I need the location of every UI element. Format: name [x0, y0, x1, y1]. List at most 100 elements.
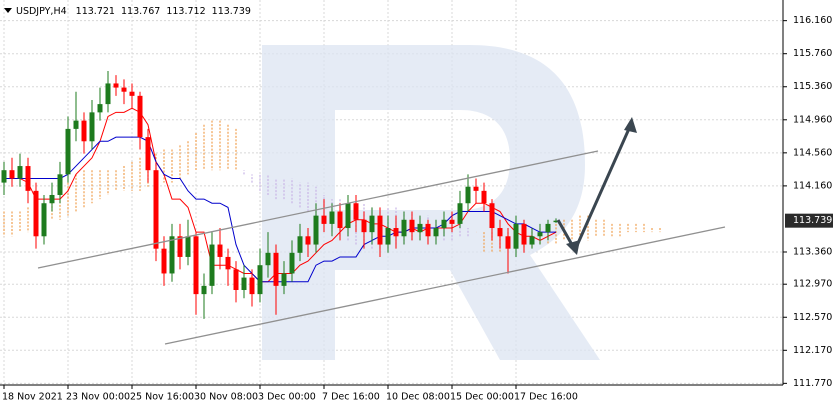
candle-body — [57, 174, 63, 195]
candle-body — [433, 228, 439, 237]
candle-body — [249, 277, 255, 295]
candle-body — [489, 203, 495, 229]
candle-body — [65, 128, 71, 175]
candle-body — [233, 269, 239, 290]
candle-body — [465, 186, 471, 204]
candle-body — [201, 285, 207, 295]
candle-body — [457, 203, 463, 224]
close-value: 113.739 — [212, 6, 251, 17]
watermark — [262, 45, 600, 360]
arrow-head — [566, 240, 580, 255]
candle-body — [209, 244, 215, 286]
candle-body — [393, 228, 399, 237]
x-tick-label: 25 Nov 16:00 — [130, 392, 194, 403]
candle-body — [129, 91, 135, 96]
x-tick-label: 7 Dec 16:00 — [322, 392, 380, 403]
y-tick-label: 112.170 — [793, 345, 832, 356]
indicator-line — [4, 107, 557, 283]
x-tick-label: 10 Dec 08:00 — [386, 392, 450, 403]
candle-body — [425, 223, 431, 237]
channel-line — [164, 226, 726, 345]
low-value: 113.712 — [166, 6, 205, 17]
candle-body — [281, 273, 287, 286]
candle-body — [161, 248, 167, 274]
candle-body — [41, 203, 47, 237]
candle-body — [441, 219, 447, 229]
candle-body — [369, 215, 375, 233]
candle-body — [361, 219, 367, 233]
candle-body — [545, 223, 551, 233]
candle-body — [409, 219, 415, 233]
y-tick-label: 114.960 — [793, 114, 832, 125]
channel-line — [37, 150, 599, 269]
candle-body — [225, 256, 231, 270]
candle-body — [121, 87, 127, 92]
indicator-lines — [4, 107, 557, 283]
menu-triangle — [4, 8, 12, 13]
candle-body — [497, 228, 503, 237]
candle-body — [481, 190, 487, 204]
candle-body — [265, 252, 271, 266]
y-tick-label: 113.360 — [793, 246, 832, 257]
axis-labels: 116.160 115.760 115.360 114.960 114.560 114.1… — [2, 15, 833, 403]
candle-body — [553, 220, 559, 223]
header: USDJPY,H4 113.721 113.767 113.712 113.73… — [16, 6, 251, 17]
candle-body — [241, 277, 247, 290]
candle-body — [145, 137, 151, 171]
y-tick-label: 112.570 — [793, 312, 832, 323]
candle-body — [49, 194, 55, 204]
candle-body — [137, 95, 143, 138]
y-tick-label: 115.360 — [793, 81, 832, 92]
candle-body — [89, 112, 95, 142]
x-tick-label: 18 Nov 2021 — [2, 392, 63, 403]
candle-body — [321, 215, 327, 224]
price-tag-label: 113.739 — [793, 215, 832, 226]
indicator-line — [4, 136, 556, 283]
candle-body — [81, 120, 87, 142]
candle-body — [505, 236, 511, 249]
arrow-head — [624, 117, 637, 133]
x-tick-label: 17 Dec 16:00 — [514, 392, 578, 403]
candle-body — [353, 203, 359, 220]
candle-body — [273, 252, 279, 286]
candle-body — [113, 83, 119, 88]
price-tag — [785, 213, 833, 228]
symbol: USDJPY,H4 — [16, 6, 67, 17]
candle-body — [105, 83, 111, 105]
candle-body — [513, 223, 519, 249]
y-tick-label: 111.770 — [793, 378, 832, 389]
candle-body — [417, 223, 423, 233]
candle-body — [193, 236, 199, 295]
candle-body — [521, 223, 527, 245]
y-tick-label: 112.970 — [793, 279, 832, 290]
candle-body — [97, 104, 103, 113]
candle-body — [177, 236, 183, 257]
candle-body — [217, 244, 223, 257]
candle-body — [73, 120, 79, 129]
candle-body — [185, 236, 191, 257]
candle-body — [537, 232, 543, 237]
candle-body — [473, 186, 479, 191]
x-tick-label: 30 Nov 08:00 — [194, 392, 258, 403]
candle-body — [297, 236, 303, 253]
candle-body — [9, 170, 15, 179]
x-tick-label: 23 Nov 00:00 — [66, 392, 130, 403]
candle-body — [153, 170, 159, 249]
candle-body — [305, 236, 311, 245]
candle-body — [289, 252, 295, 274]
candle-body — [385, 228, 391, 245]
candle-body — [257, 265, 263, 295]
candle-body — [529, 236, 535, 245]
candle-body — [33, 190, 39, 237]
high-value: 113.767 — [121, 6, 160, 17]
candle-body — [25, 166, 31, 191]
y-tick-label: 114.160 — [793, 180, 832, 191]
open-value: 113.721 — [76, 6, 115, 17]
candle-body — [313, 215, 319, 245]
candles — [1, 71, 559, 319]
candle-body — [377, 215, 383, 245]
x-tick-label: 3 Dec 00:00 — [258, 392, 316, 403]
candle-body — [329, 211, 335, 224]
candle-body — [337, 211, 343, 229]
